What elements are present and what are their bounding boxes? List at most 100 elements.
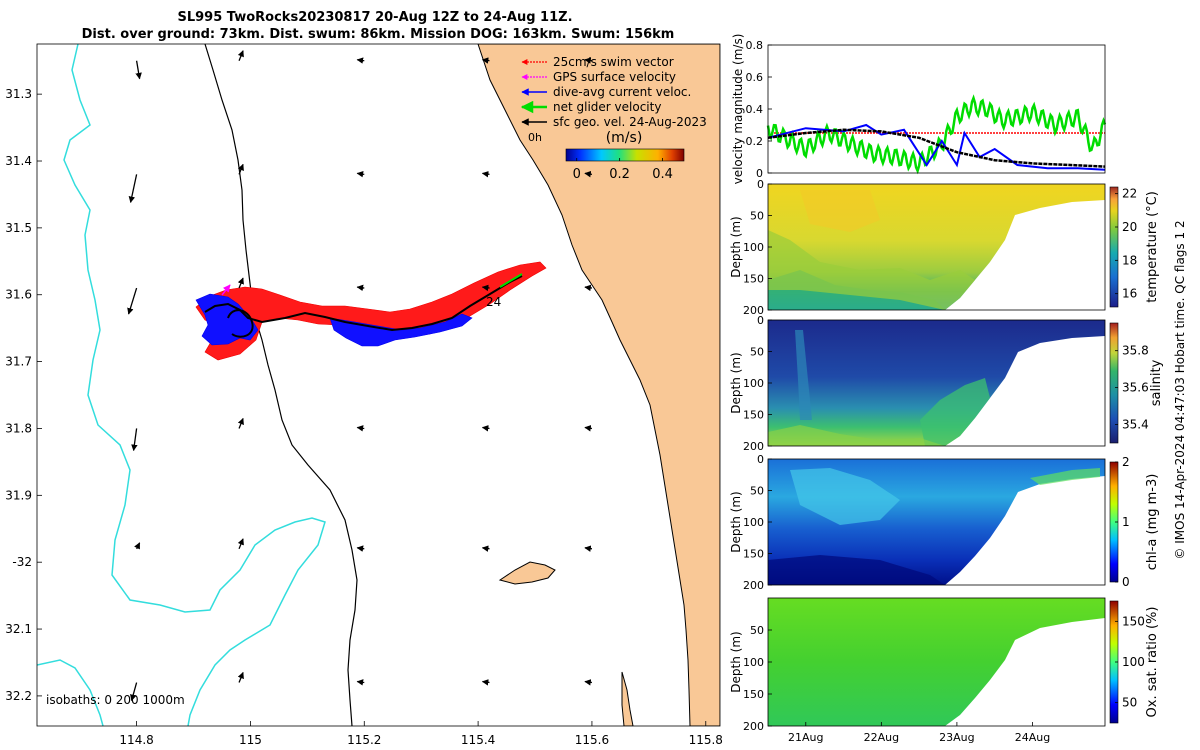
speed-colorbar [565, 148, 685, 162]
vel-ytick-label: 0 [756, 167, 763, 180]
section-cb-tick-label: 22 [1122, 187, 1137, 201]
depth-tick-label: 150 [743, 409, 764, 422]
section-cb-tick-label: 2 [1122, 455, 1130, 469]
section-cb-tick-label: 35.8 [1122, 344, 1149, 358]
geo-velocity-arrow [356, 284, 365, 292]
depth-tick-label: 100 [743, 377, 764, 390]
section-cbar-label: chl-a (mg m-3) [1145, 474, 1160, 571]
depth-tick-label: 50 [750, 624, 764, 637]
geo-velocity-arrow [135, 60, 142, 80]
map-xtick-label: 115.8 [689, 733, 723, 747]
time-tick-label: 24Aug [1015, 731, 1050, 744]
legend-sfc: sfc geo. vel. 24-Aug-2023 [553, 115, 707, 129]
velocity-series [766, 94, 1107, 175]
geo-velocity-arrow [481, 679, 490, 686]
isobath-1000 [37, 44, 326, 726]
salinity-plume [920, 378, 990, 446]
geo-velocity-arrow [481, 425, 490, 432]
depth-tick-label: 50 [750, 346, 764, 359]
chl-surface-high [1030, 468, 1100, 485]
gps-velocity-mark [221, 284, 231, 296]
map-ytick-label: 31.9 [5, 488, 32, 502]
section-ylabel: Depth (m) [729, 352, 743, 413]
geo-velocity-arrow [356, 57, 365, 64]
map-ytick-label: 31.5 [5, 221, 32, 235]
temperature-cool-plume [768, 230, 975, 310]
vel-ytick-label: 0.8 [746, 39, 764, 52]
map-ytick-label: 31.4 [5, 154, 32, 168]
section-colorbar [1109, 322, 1119, 444]
geo-velocity-arrow [237, 50, 244, 61]
section-cbar-label: salinity [1149, 359, 1164, 406]
section-cb-tick-label: 1 [1122, 515, 1130, 529]
speed-cb-tick-label: 0.4 [652, 167, 673, 182]
map-xtick-label: 114.8 [119, 733, 153, 747]
section-cb-tick-label: 35.4 [1122, 418, 1149, 432]
geo-velocity-arrow [237, 163, 244, 175]
section-ylabel: Depth (m) [729, 491, 743, 552]
depth-tick-label: 0 [757, 453, 764, 466]
geo-velocity-arrow [134, 542, 141, 550]
velocity-y-axis: 0 0.2 0.4 0.6 0.8 [746, 39, 772, 180]
map-xtick-label: 115.6 [575, 733, 609, 747]
map-frame [36, 43, 721, 727]
section-cb-tick-label: 35.6 [1122, 381, 1149, 395]
section-cb-tick-label: 0 [1122, 575, 1130, 589]
track-label-0h: 0h [528, 131, 542, 144]
geo-velocity-arrow [130, 682, 138, 702]
chl-bloom [790, 468, 900, 525]
temperature-warm-core [800, 190, 880, 232]
depth-tick-label: 50 [750, 210, 764, 223]
speed-cb-tick-label: 0 [573, 167, 581, 182]
depth-tick-label: 200 [743, 304, 764, 317]
geo-velocity-arrow [237, 538, 244, 550]
chl-deep-dark [768, 555, 945, 585]
map-ytick-label: 32.2 [5, 689, 32, 703]
geo-velocity-arrow [584, 425, 593, 432]
geo-velocity-arrow [237, 417, 244, 429]
map-title-line1: SL995 TwoRocks20230817 20-Aug 12Z to 24-… [177, 10, 572, 25]
glider-swath [195, 261, 547, 361]
depth-tick-label: 100 [743, 241, 764, 254]
section-cb-tick-label: 50 [1122, 696, 1137, 710]
temperature-panel [768, 184, 1105, 310]
geo-velocity-arrow [481, 284, 490, 292]
speed-colorbar-ticks: 0 0.2 0.4 [573, 158, 673, 182]
geo-velocity-arrow [584, 545, 593, 552]
velocity-ylabel: velocity magnitude (m/s) [731, 34, 745, 185]
depth-tick-label: 0 [757, 314, 764, 327]
depth-tick-label: 200 [743, 440, 764, 453]
geo-velocity-arrow [481, 545, 490, 552]
map-plot-area: 24 0h isobaths: 0 200 1000m [37, 44, 720, 726]
time-tick-label: 23Aug [939, 731, 974, 744]
geo-velocity-arrow [356, 679, 365, 686]
map-xtick-label: 115.4 [461, 733, 495, 747]
velocity-series-sfc-geo-vel- [767, 128, 1106, 168]
depth-tick-label: 150 [743, 688, 764, 701]
map-ytick-label: 31.8 [5, 421, 32, 435]
legend-gps: GPS surface velocity [553, 70, 676, 84]
geo-velocity-arrow [584, 679, 593, 686]
map-xtick-label: 115 [239, 733, 262, 747]
geostrophic-arrows [127, 50, 593, 702]
geo-velocity-arrow [131, 428, 138, 452]
time-tick-label: 22Aug [864, 731, 899, 744]
swim-vector-swath [195, 261, 547, 361]
section-colorbar [1109, 186, 1119, 308]
section-cb-tick-label: 20 [1122, 220, 1137, 234]
land [477, 44, 720, 726]
legend-dive: dive-avg current veloc. [553, 85, 691, 99]
isobaths-label: isobaths: 0 200 1000m [46, 693, 185, 707]
section-cbar-label: Ox. sat. ratio (%) [1145, 607, 1160, 718]
map-ytick-label: -32 [12, 555, 32, 569]
depth-tick-label: 50 [750, 485, 764, 498]
depth-tick-label: 200 [743, 720, 764, 733]
chl-panel [768, 459, 1105, 585]
oxygen-panel [768, 598, 1105, 726]
depth-tick-label: 150 [743, 548, 764, 561]
geo-velocity-arrow [356, 545, 365, 552]
island-garden [621, 671, 634, 726]
geo-velocity-arrow [356, 170, 365, 178]
section-cb-tick-label: 18 [1122, 253, 1137, 267]
section-cbar-label: temperature (°C) [1145, 191, 1160, 303]
